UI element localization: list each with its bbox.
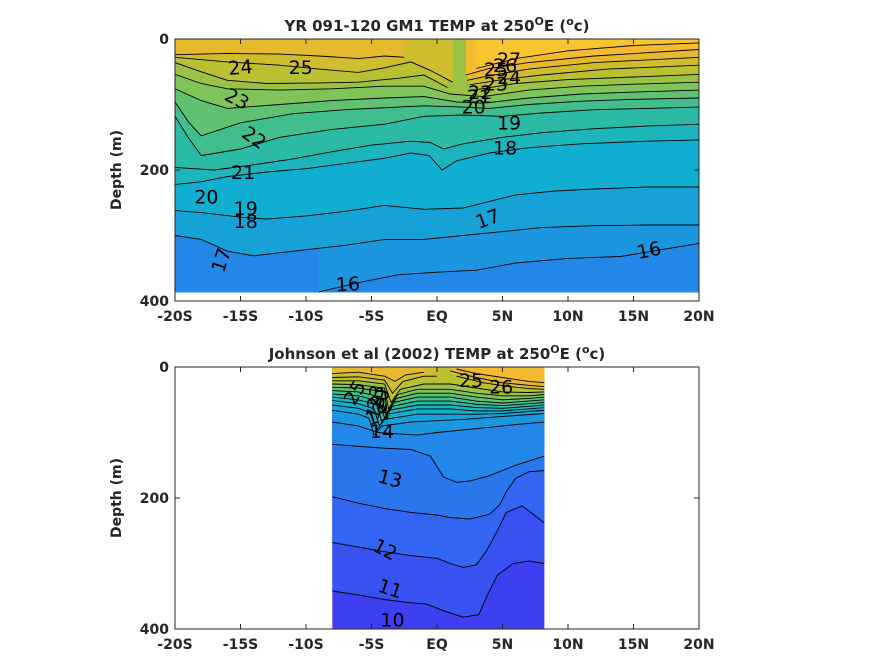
bottom-y-axis-label: Depth (m): [109, 458, 125, 538]
contour-label: 23: [363, 383, 389, 411]
contour-line: [332, 560, 545, 618]
x-tick-label: 10N: [552, 637, 583, 653]
contour-line: [456, 375, 545, 390]
x-tick-label: 5N: [492, 637, 513, 653]
contour-line: [175, 62, 448, 88]
top-chart-title: YR 091-120 GM1 TEMP at 250OE (oc): [283, 15, 589, 35]
contour-label: 26: [493, 55, 517, 77]
contour-label: 14: [370, 421, 394, 443]
x-tick-label: -15S: [223, 637, 258, 653]
x-tick-label: -5S: [359, 309, 385, 325]
contour-line: [175, 52, 405, 60]
contour-label: 16: [635, 237, 663, 264]
contour-line: [332, 399, 545, 427]
contour-line: [469, 64, 699, 86]
contour-line: [332, 505, 545, 568]
contour-line: [175, 139, 699, 185]
x-tick-label: 15N: [618, 637, 649, 653]
contour-line: [332, 383, 545, 411]
y-tick-label: 0: [159, 32, 169, 48]
contour-label: 21: [467, 86, 491, 108]
x-tick-label: -20S: [157, 637, 192, 653]
contour-line: [476, 42, 699, 69]
x-tick-label: 5N: [492, 309, 513, 325]
contour-line: [332, 443, 545, 483]
contour-line: [332, 386, 545, 415]
temperature-field: [332, 367, 545, 629]
contour-line: [332, 404, 545, 431]
y-tick-label: 200: [140, 163, 169, 179]
contour-line: [175, 123, 699, 171]
contour-line: [332, 375, 437, 394]
y-tick-label: 400: [140, 622, 169, 638]
panel-bottom: Johnson et al (2002) TEMP at 250OE (oc) …: [109, 343, 715, 653]
x-tick-label: -10S: [288, 309, 323, 325]
y-tick-label: 0: [159, 360, 169, 376]
x-tick-label: -15S: [223, 309, 258, 325]
contour-line: [467, 56, 699, 81]
contour-line: [332, 409, 545, 437]
field-band: [456, 367, 545, 383]
x-tick-label: -10S: [288, 637, 323, 653]
contour-label: 25: [459, 370, 483, 392]
contour-label: 25: [289, 57, 313, 79]
x-tick-label: EQ: [426, 309, 448, 325]
contour-line: [332, 371, 424, 382]
contour-line: [175, 106, 699, 157]
contour-label: 27: [497, 49, 521, 71]
x-tick-label: 15N: [618, 309, 649, 325]
contour-line: [175, 186, 699, 220]
x-tick-label: -5S: [359, 637, 385, 653]
x-tick-label: 20N: [683, 309, 714, 325]
contour-line: [465, 49, 699, 76]
field-band: [476, 39, 699, 69]
contour-label: 24: [497, 67, 521, 89]
contour-label: 25: [484, 59, 508, 81]
bottom-chart-title: Johnson et al (2002) TEMP at 250OE (oc): [268, 343, 606, 363]
contour-label: 20: [369, 387, 395, 415]
contour-line: [318, 242, 699, 293]
contour-line: [175, 56, 453, 83]
field-band: [175, 39, 405, 59]
contour-label: 23: [484, 73, 508, 95]
contour-label: 20: [194, 187, 218, 209]
contour-line: [175, 73, 699, 98]
contour-line: [332, 470, 545, 520]
contour-line: [332, 390, 545, 417]
contour-line: [175, 97, 699, 137]
contour-line: [449, 370, 545, 388]
contour-line: [175, 224, 699, 257]
contour-label: 19: [497, 113, 521, 135]
y-tick-label: 200: [140, 491, 169, 507]
contour-label: 22: [468, 82, 492, 104]
contour-label: 16: [335, 273, 360, 296]
contour-label: 18: [493, 138, 517, 160]
contour-line: [332, 380, 545, 404]
contour-label: 19: [234, 198, 258, 220]
contour-label: 20: [462, 96, 486, 118]
contour-label: 21: [231, 162, 255, 184]
contour-label: 10: [380, 610, 404, 632]
contour-line: [332, 396, 545, 424]
contour-line: [473, 73, 699, 91]
x-tick-label: 10N: [552, 309, 583, 325]
x-tick-label: -20S: [157, 309, 192, 325]
contour-line: [175, 88, 699, 109]
top-y-axis-label: Depth (m): [109, 130, 125, 210]
panel-top: YR 091-120 GM1 TEMP at 250OE (oc) Depth …: [109, 15, 715, 325]
contour-label: 26: [489, 376, 513, 398]
contour-label: 18: [234, 211, 258, 233]
contour-line: [332, 421, 545, 436]
contour-line: [332, 393, 545, 420]
contour-line: [456, 368, 545, 384]
x-tick-label: 20N: [683, 637, 714, 653]
x-tick-label: EQ: [426, 637, 448, 653]
contour-label: 24: [227, 56, 253, 80]
field-band: [332, 367, 424, 382]
y-tick-label: 400: [140, 294, 169, 310]
